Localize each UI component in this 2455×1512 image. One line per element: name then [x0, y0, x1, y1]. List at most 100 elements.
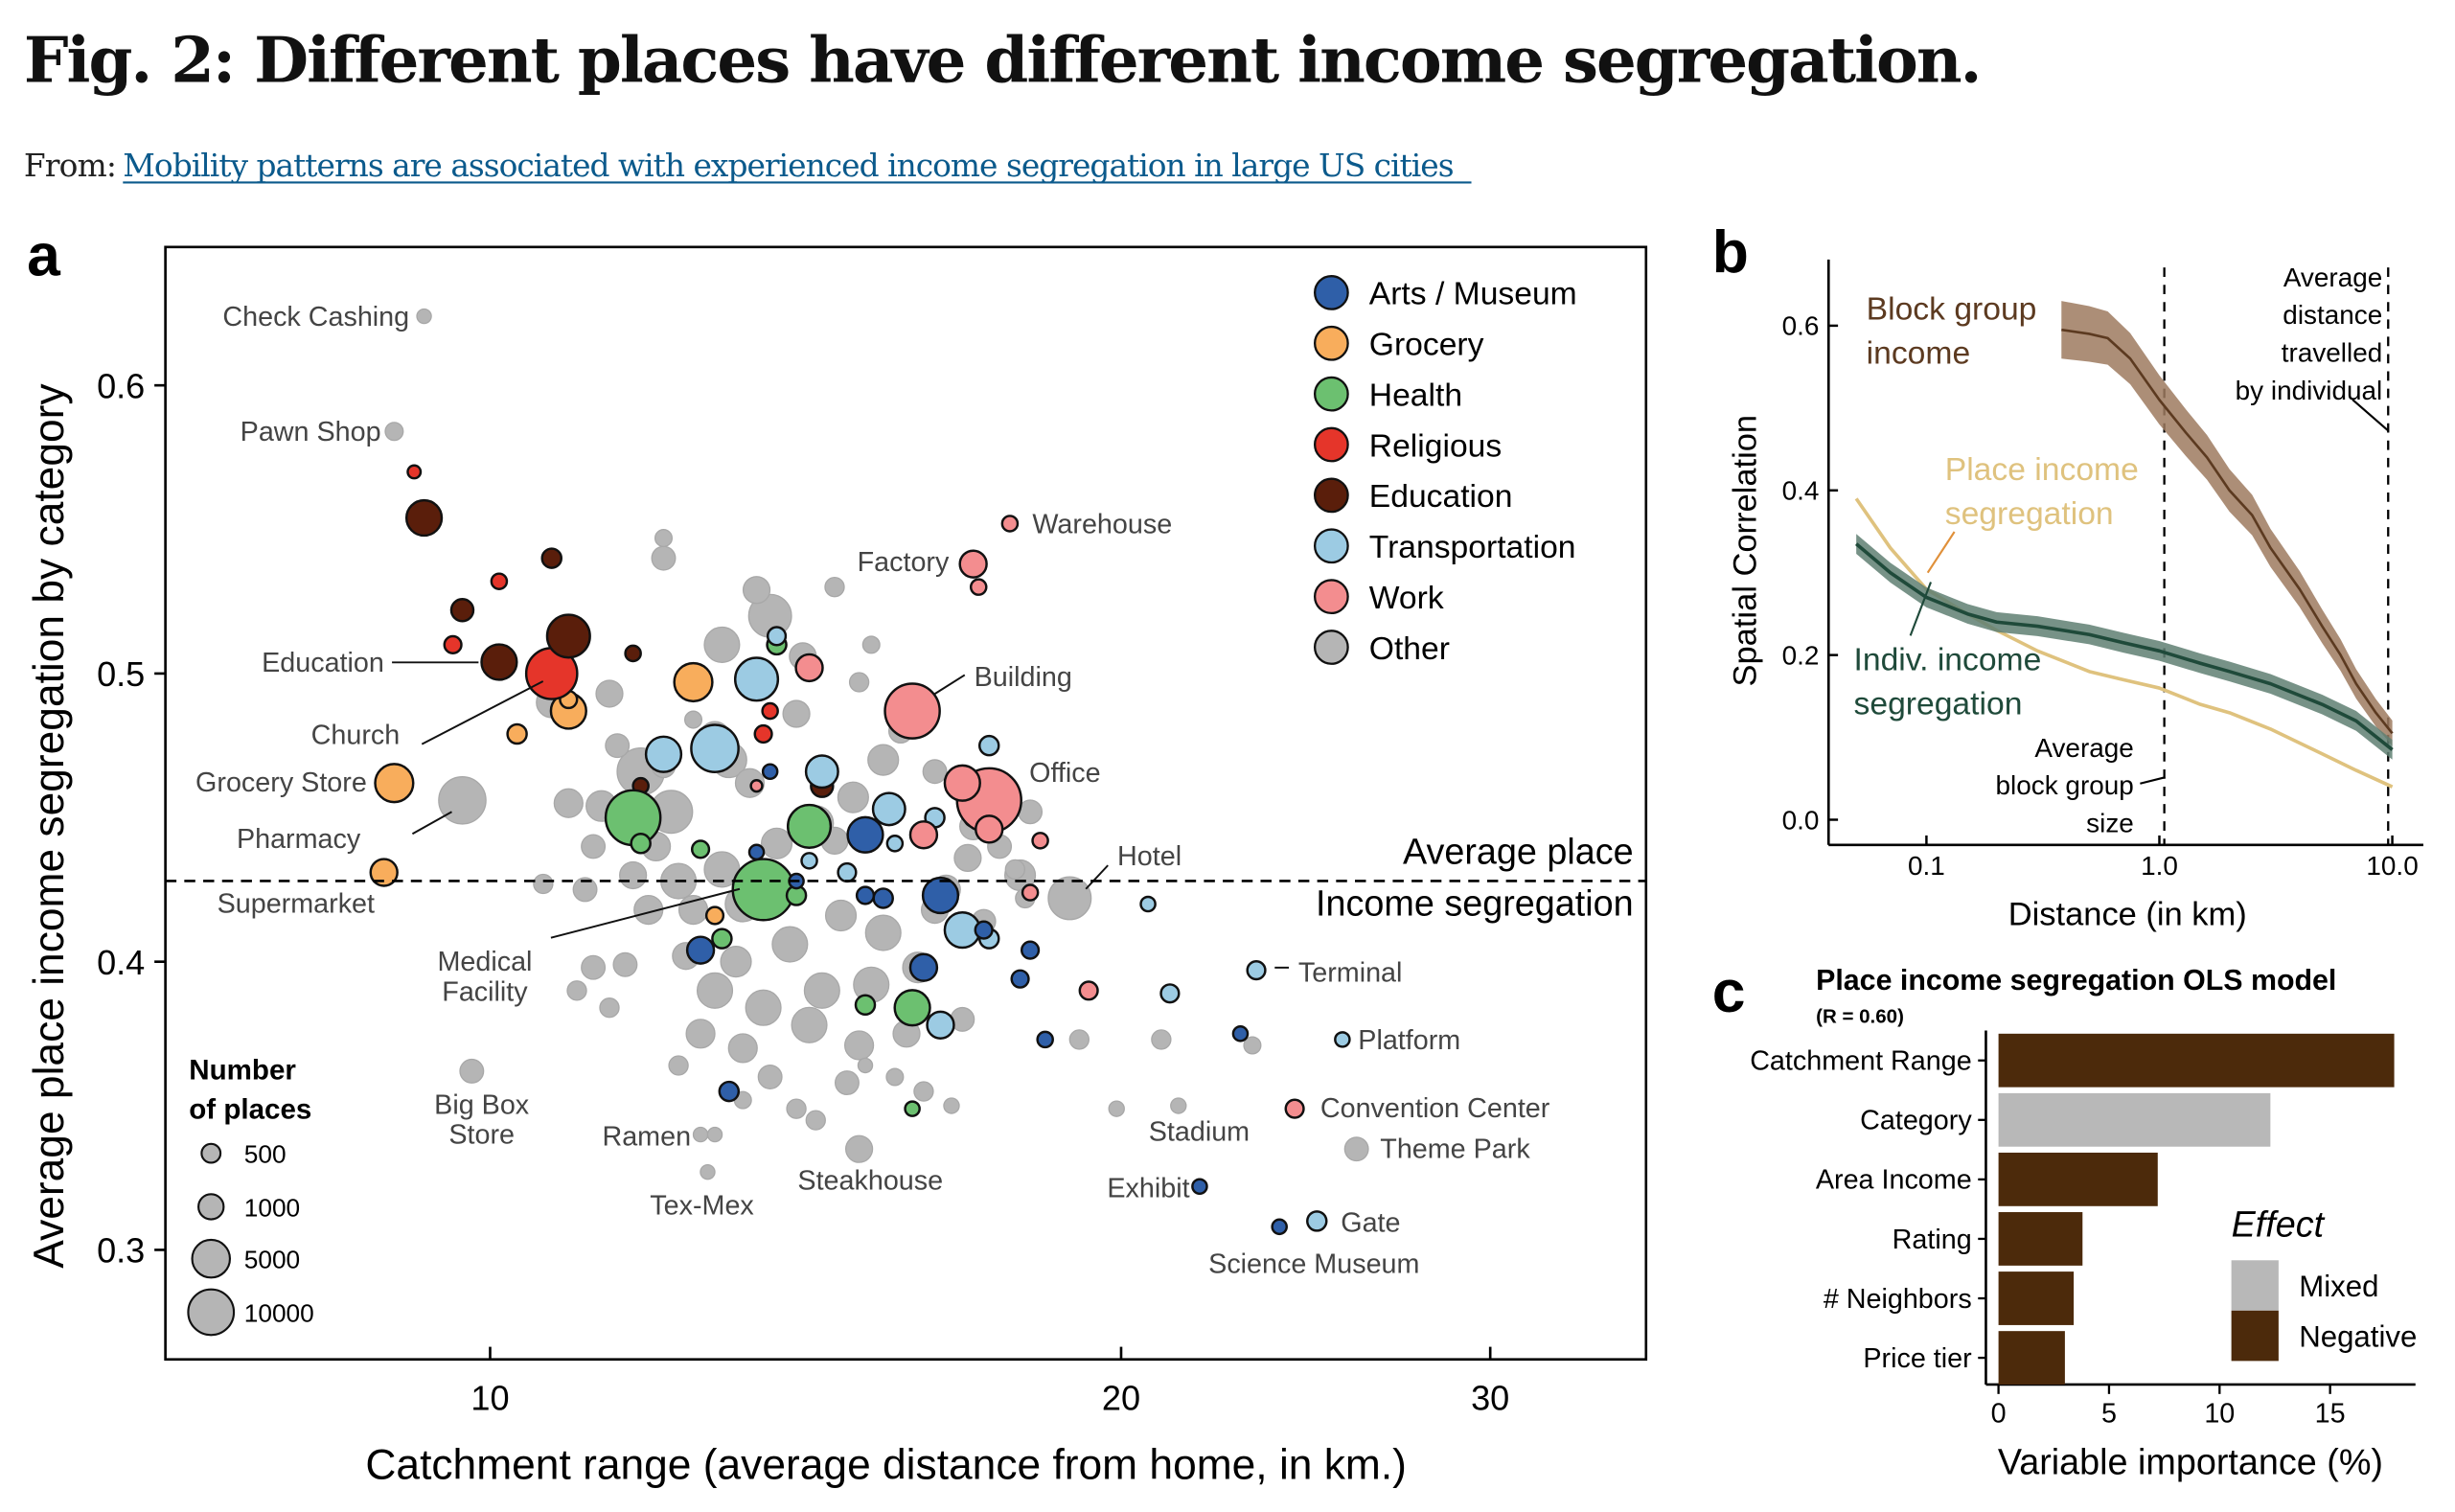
b-x-tick-label: 1.0 [2141, 851, 2178, 881]
point-other [848, 672, 870, 693]
legend-label: Arts / Museum [1369, 277, 1577, 312]
point-religious [490, 572, 509, 591]
b-leader [1926, 531, 1956, 574]
annotation-label: Check Cashing [222, 302, 409, 332]
point-other [834, 1070, 860, 1096]
point-other [805, 1110, 826, 1131]
y-tick-label: 0.4 [97, 943, 145, 982]
point-education [480, 643, 518, 681]
point-other [566, 980, 587, 1001]
point-grocery [673, 661, 714, 703]
c-bar-category [1998, 1092, 2271, 1147]
point-grocery [704, 905, 725, 926]
annotation-label: Stadium [1149, 1116, 1250, 1147]
point-religious [406, 464, 423, 480]
point-work [943, 764, 981, 802]
panel-c-letter: c [1712, 959, 1746, 1025]
c-bar-catchment-range [1998, 1033, 2395, 1088]
c-x-axis-title: Variable importance (%) [1998, 1443, 2383, 1483]
size-legend-circle [200, 1142, 222, 1164]
c-legend-mixed: Mixed [2299, 1270, 2378, 1303]
annotation-line: Medical [437, 947, 532, 977]
c-category-label: Category [1860, 1106, 1972, 1136]
point-work [749, 779, 764, 793]
point-other [943, 1097, 960, 1114]
b-x-tick-label: 0.1 [1908, 851, 1945, 881]
annotation-label: Hotel [1117, 841, 1182, 872]
b-vline-note: block group [1996, 770, 2134, 800]
point-transportation [1159, 983, 1181, 1004]
source-article-link[interactable]: Mobility patterns are associated with ex… [123, 148, 1454, 184]
b-x-axis-title: Distance (in km) [2008, 897, 2247, 933]
b-vline-note: distance [2283, 300, 2382, 330]
point-other [668, 1055, 689, 1076]
c-category-label: Catchment Range [1750, 1046, 1971, 1077]
point-religious [753, 723, 773, 745]
point-other [1068, 1029, 1090, 1050]
point-arts-museum [1191, 1178, 1208, 1196]
point-arts-museum [1020, 940, 1041, 960]
legend-label: Other [1369, 631, 1450, 667]
point-other [786, 1098, 807, 1119]
point-other [953, 843, 982, 873]
legend-label: Transportation [1369, 530, 1576, 565]
point-work [1021, 883, 1040, 902]
annotation-line: Store [448, 1120, 515, 1151]
point-transportation [837, 861, 858, 883]
c-category-label: # Neighbors [1824, 1284, 1972, 1315]
panel-b-line-chart: b 0.0 0.2 0.4 0.6 0.1 1.0 10.0 Block group incom… [1712, 219, 2423, 933]
panel-a-scatter: a Check Cashing Pawn Shop Education Church G… [26, 222, 1648, 1489]
point-transportation [766, 626, 788, 647]
panel-b-letter: b [1712, 219, 1749, 286]
point-health [630, 833, 652, 855]
point-grocery [374, 763, 415, 804]
c-category-label: Rating [1893, 1225, 1972, 1255]
point-arts-museum [846, 815, 884, 854]
y-tick-label: 0.3 [97, 1231, 145, 1271]
y-tick-label: 0.5 [97, 654, 145, 694]
point-work [794, 653, 824, 683]
c-category-label: Price tier [1863, 1343, 1972, 1374]
point-work [1031, 832, 1049, 850]
point-other [885, 1067, 905, 1087]
point-other [720, 946, 752, 978]
point-other [727, 1033, 758, 1064]
annotation-label: Theme Park [1380, 1134, 1530, 1165]
size-legend-circle [197, 1193, 225, 1221]
point-other [572, 877, 598, 903]
legend-swatch [1313, 426, 1349, 463]
b-y-tick-label: 0.6 [1782, 311, 1820, 341]
annotation-label: Medical Facility [437, 947, 532, 1007]
annotation-label: Convention Center [1320, 1093, 1550, 1124]
line-chart-content: 0.0 0.2 0.4 0.6 0.1 1.0 10.0 Block group income P… [1782, 259, 2423, 881]
point-transportation [690, 723, 740, 773]
y-axis-ticks: 0.3 0.4 0.5 0.6 [97, 366, 166, 1271]
point-arts-museum [747, 843, 766, 861]
point-other [843, 1030, 875, 1061]
leader-line [934, 674, 966, 695]
point-other [633, 894, 664, 926]
b-confidence-band [2061, 301, 2393, 746]
point-other [685, 1019, 716, 1049]
point-transportation [1334, 1031, 1351, 1048]
point-other [803, 972, 840, 1009]
point-grocery [506, 722, 528, 745]
point-other [742, 576, 771, 605]
point-other [745, 989, 782, 1026]
annotation-label: Supermarket [218, 888, 375, 919]
scatter-points [369, 308, 1369, 1236]
point-work [958, 549, 988, 579]
point-other [581, 834, 607, 859]
annotation-label: Pawn Shop [241, 417, 381, 447]
b-series-label: Place income [1945, 452, 2139, 488]
c-x-tick-label: 5 [2101, 1398, 2117, 1429]
legend-label: Work [1369, 581, 1444, 616]
point-transportation [926, 1010, 955, 1040]
annotation-label: Pharmacy [237, 824, 361, 855]
point-other [867, 744, 900, 776]
point-other [384, 422, 404, 442]
b-leader [2140, 776, 2166, 785]
size-legend-title-2: of places [189, 1093, 311, 1125]
c-bar-rating [1998, 1212, 2083, 1266]
b-series-label: income [1867, 335, 1971, 371]
